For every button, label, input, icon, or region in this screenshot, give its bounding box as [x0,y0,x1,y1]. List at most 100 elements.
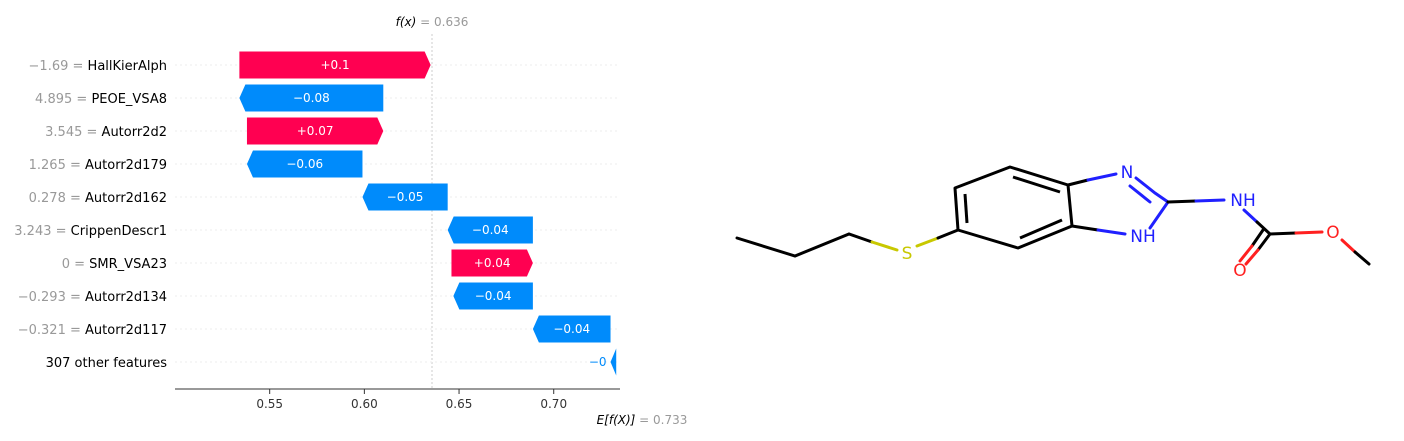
negative-bar [447,216,533,244]
feature-name: Autorr2d162 [85,191,167,206]
positive-bar [239,51,431,79]
feature-label: 1.265 = Autorr2d179 [29,158,167,173]
x-tick-label: 0.60 [351,397,378,411]
benzene-ring [953,165,1074,250]
bar-value-label: +0.07 [297,124,334,138]
feature-label: −0.321 = Autorr2d117 [18,323,167,338]
positive-bar [451,249,533,277]
bar-value-label: −0.06 [286,157,323,171]
atom-label-nh-ring: NH [1130,227,1156,247]
feature-label: 307 other features [46,356,168,371]
x-tick-label: 0.55 [256,397,283,411]
carbonyl-double-bond [1250,228,1272,252]
feature-label: −1.69 = HallKierAlph [29,59,167,74]
feature-row: 307 other features −0 [46,348,620,376]
propyl-chain-bond [735,232,874,258]
feature-value: 3.545 [45,125,82,140]
bar-value-label: −0.04 [553,322,590,336]
bar-value-label: −0.04 [475,289,512,303]
positive-bar [246,117,384,145]
benzene-inner-bond-1 [963,193,969,224]
atom-label-s: S [902,244,913,264]
negative-bar [239,84,384,112]
c-s-bond [870,240,899,252]
feature-value: 4.895 [35,92,72,107]
feature-row: 3.545 = Autorr2d2 +0.07 [45,117,620,145]
atom-label-nh-carbamate: NH [1230,191,1256,211]
ex-value: 0.733 [653,413,687,427]
fx-label: f(x) = 0.636 [396,15,469,29]
feature-name: PEOE_VSA8 [91,92,167,107]
x-tick-label: 0.65 [446,397,473,411]
carbonyl-double-bond-red [1238,244,1260,266]
feature-name: 307 other features [46,356,168,371]
feature-row: 0 = SMR_VSA23 +0.04 [62,249,620,277]
feature-name: Autorr2d179 [85,158,167,173]
negative-bar [610,348,617,376]
bar-value-label: −0.05 [387,190,424,204]
feature-value: 3.243 [14,224,51,239]
feature-row: 4.895 = PEOE_VSA8 −0.08 [35,84,620,112]
feature-name: CrippenDescr1 [71,224,167,239]
feature-value: 1.265 [29,158,66,173]
feature-row: −0.321 = Autorr2d117 −0.04 [18,315,620,343]
negative-bar [246,150,363,178]
ring-nh-bond [1070,224,1100,232]
molecule-structure: N NH NH S O O [735,163,1371,281]
x-axis: 0.55 0.60 0.65 0.70 [175,388,620,411]
ex-label-name: E[f(X)] [597,413,636,427]
feature-value: 0 [62,257,70,272]
bar-value-label: +0.04 [474,256,511,270]
nh-carbonyl-bond [1242,208,1259,224]
feature-row: 1.265 = Autorr2d179 −0.06 [29,150,620,178]
c2-nh-bond [1166,199,1198,204]
bar-value-label: +0.1 [320,58,349,72]
atom-label-o-ester: O [1326,223,1339,243]
n-c2-double-bond [1128,176,1170,204]
feature-row: 0.278 = Autorr2d162 −0.05 [29,183,620,211]
feature-name: Autorr2d2 [102,125,167,140]
feature-name: Autorr2d134 [85,290,167,305]
ring-n-bond [1066,178,1090,187]
x-tick-label: 0.70 [540,397,567,411]
fx-label-name: f(x) [396,15,417,29]
feature-label: 0 = SMR_VSA23 [62,257,167,272]
feature-row: 3.243 = CrippenDescr1 −0.04 [14,216,620,244]
nh-carbonyl-bond-2 [1255,220,1272,236]
bar-value-label: −0.08 [293,91,330,105]
o-methyl-bond [1340,238,1357,254]
feature-row: −0.293 = Autorr2d134 −0.04 [18,282,620,310]
c2-nh-bond-2 [1194,198,1226,203]
c-o-bond [1268,231,1298,236]
ring-n-bond-2 [1086,172,1118,182]
x-axis-ticks: 0.55 0.60 0.65 0.70 [256,389,567,411]
bar-value-label: −0 [589,355,607,369]
c-o-bond-2 [1294,230,1324,235]
feature-name: SMR_VSA23 [89,257,167,272]
benzene-inner-bond-3 [1019,218,1063,240]
negative-bar [362,183,448,211]
s-ring-bond [936,228,960,240]
bar-value-label: −0.04 [472,223,509,237]
atom-label-n: N [1121,163,1134,183]
ring-nh-bond-2 [1096,228,1127,236]
feature-value: 0.278 [29,191,66,206]
fx-value: 0.636 [434,15,468,29]
feature-label: 3.243 = CrippenDescr1 [14,224,167,239]
feature-value: −0.321 [18,323,66,338]
feature-label: 4.895 = PEOE_VSA8 [35,92,167,107]
ex-label: E[f(X)] = 0.733 [597,413,688,427]
atom-label-o-carbonyl: O [1233,261,1246,281]
feature-label: 3.545 = Autorr2d2 [45,125,167,140]
o-methyl-bond-2 [1353,250,1371,266]
feature-name: Autorr2d117 [85,323,167,338]
feature-rows: −1.69 = HallKierAlph +0.1 4.895 = PEOE_VSA… [14,51,620,376]
benzene-inner-bond-2 [1012,175,1061,194]
negative-bar [453,282,533,310]
feature-value: −0.293 [18,290,66,305]
shap-waterfall-chart: f(x) = 0.636 −1.69 = HallKierAlph +0.1 4.8… [14,15,687,427]
s-c-bond [915,236,940,248]
feature-label: 0.278 = Autorr2d162 [29,191,167,206]
feature-row: −1.69 = HallKierAlph +0.1 [29,51,620,79]
